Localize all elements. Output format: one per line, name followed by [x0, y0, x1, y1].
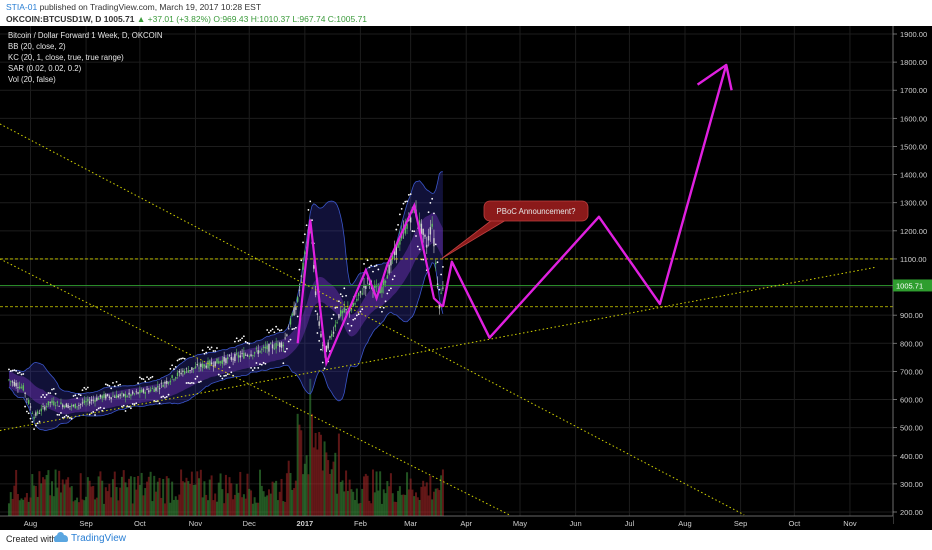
price-axis[interactable]: 200.00 300.00 400.00 500.00 600.00 700.00 800.…	[892, 26, 932, 524]
y-tick-label: 900.00	[900, 311, 923, 320]
y-tick-label: 1200.00	[900, 227, 927, 236]
legend-sar: SAR (0.02, 0.02, 0.2)	[8, 64, 82, 73]
y-tick-label: 1100.00	[900, 255, 927, 264]
y-tick-label: 1300.00	[900, 199, 927, 208]
trendlines	[0, 123, 876, 516]
y-tick-label: 500.00	[900, 424, 923, 433]
projection-path	[296, 63, 733, 368]
x-tick-label: May	[513, 519, 527, 528]
legend-bb: BB (20, close, 2)	[8, 42, 66, 51]
chart-header: STIA-01 published on TradingView.com, Ma…	[0, 0, 932, 26]
x-tick-label: Nov	[843, 519, 857, 528]
y-tick-label: 1900.00	[900, 30, 927, 39]
y-tick-label: 1800.00	[900, 58, 927, 67]
y-tick-label: 1500.00	[900, 142, 927, 151]
created-with: Created with	[6, 534, 57, 544]
ohlc-low: L:967.74	[292, 14, 326, 24]
x-tick-label: Apr	[460, 519, 472, 528]
y-tick-label: 300.00	[900, 480, 923, 489]
legend-vol: Vol (20, false)	[8, 75, 56, 84]
symbol-line: OKCOIN:BTCUSD1W, D 1005.71 ▲ +37.01 (+3.…	[6, 13, 367, 25]
publish-line: STIA-01 published on TradingView.com, Ma…	[6, 1, 261, 13]
annotation-callout[interactable]: PBoC Announcement?	[440, 200, 589, 260]
candlesticks	[8, 200, 444, 422]
trendline	[0, 123, 745, 516]
last-price-badge: 1005.71	[893, 279, 932, 292]
annotation-text: PBoC Announcement?	[497, 207, 577, 216]
brand-name: TradingView	[71, 533, 127, 544]
publish-info: published on TradingView.com, March 19, …	[39, 2, 262, 12]
trendline	[0, 266, 876, 431]
y-tick-label: 200.00	[900, 508, 923, 517]
cloud-icon	[54, 531, 68, 542]
x-tick-label: Oct	[789, 519, 802, 528]
projection-arrow-head	[696, 63, 727, 86]
y-tick-label: 400.00	[900, 452, 923, 461]
tradingview-logo[interactable]: TradingView	[54, 531, 127, 544]
legend-title: Bitcoin / Dollar Forward 1 Week, D, OKCO…	[8, 31, 163, 40]
price-change: ▲ +37.01 (+3.82%)	[136, 14, 211, 24]
y-tick-label: 1600.00	[900, 114, 927, 123]
x-tick-label: Nov	[189, 519, 203, 528]
symbol: OKCOIN:BTCUSD1W, D	[6, 14, 102, 24]
indicator-bands	[8, 171, 444, 431]
x-tick-label: Sep	[79, 519, 92, 528]
x-tick-label: Sep	[734, 519, 747, 528]
x-tick-label: Mar	[404, 519, 417, 528]
price-chart[interactable]: PBoC Announcement? Bitcoin / Dollar Forw…	[0, 26, 932, 530]
ohlc-open: O:969.43	[213, 14, 249, 24]
ohlc-high: H:1010.37	[250, 14, 290, 24]
x-tick-label: Feb	[354, 519, 367, 528]
y-tick-label: 1400.00	[900, 171, 927, 180]
history-zigzag	[296, 202, 444, 368]
chart-footer: Created with TradingView	[0, 530, 932, 550]
legend-kc: KC (20, 1, close, true, true range)	[8, 53, 124, 62]
y-tick-label: 800.00	[900, 339, 923, 348]
x-tick-label: Aug	[24, 519, 37, 528]
ohlc-close: C:1005.71	[327, 14, 368, 24]
volume-histogram	[7, 378, 444, 516]
x-tick-label: 2017	[296, 519, 313, 528]
author-link[interactable]: STIA-01	[6, 2, 38, 12]
x-tick-label: Jun	[570, 519, 582, 528]
y-tick-label: 700.00	[900, 367, 923, 376]
trendline	[0, 258, 510, 516]
y-tick-label: 600.00	[900, 396, 923, 405]
last-price: 1005.71	[103, 14, 135, 24]
x-tick-label: Oct	[134, 519, 147, 528]
x-tick-label: Aug	[678, 519, 691, 528]
x-tick-label: Jul	[625, 519, 635, 528]
last-price-label: 1005.71	[896, 281, 923, 290]
indicator-legend: Bitcoin / Dollar Forward 1 Week, D, OKCO…	[8, 31, 163, 84]
y-tick-label: 1700.00	[900, 86, 927, 95]
x-tick-label: Dec	[243, 519, 257, 528]
time-axis[interactable]: Aug Sep Oct Nov Dec 2017 Feb Mar Apr May Jun Jul Aug…	[0, 515, 893, 530]
